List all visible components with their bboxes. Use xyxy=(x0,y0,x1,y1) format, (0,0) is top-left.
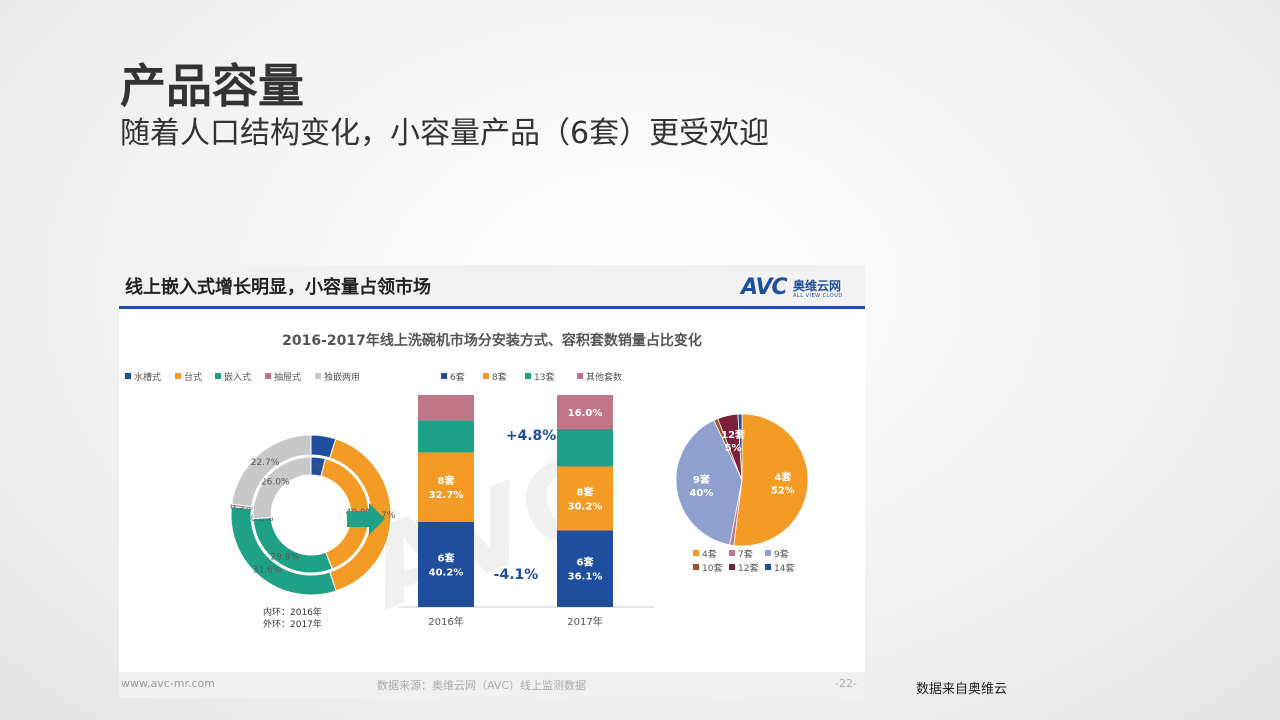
legend-label: 14套 xyxy=(774,562,794,574)
footer-url: www.avc-mr.com xyxy=(121,677,215,690)
logo-avc-text: AVC xyxy=(741,275,788,300)
legend-swatch xyxy=(693,564,699,570)
bar-segment xyxy=(557,395,613,429)
source-note: 数据来自奥维云 xyxy=(916,682,1008,697)
x-tick-label: 2017年 xyxy=(567,615,602,628)
pie-label-name: 4套 xyxy=(774,471,792,484)
bar-segment xyxy=(418,420,474,453)
bar-label: 36.1% xyxy=(568,572,603,583)
pie-label-name: 12套 xyxy=(721,428,746,441)
legend-label: 水槽式 xyxy=(134,371,161,383)
legend-swatch xyxy=(729,564,735,570)
panel-footer: www.avc-mr.com 数据来源：奥维云网（AVC）线上监测数据 -22- xyxy=(119,672,865,698)
pie-label-pct: 52% xyxy=(771,486,795,497)
bar-label: 16.0% xyxy=(568,408,603,419)
x-tick-label: 2016年 xyxy=(428,615,463,628)
legend-label: 台式 xyxy=(184,371,202,383)
pie-slice xyxy=(737,413,743,481)
legend-swatch xyxy=(765,564,771,570)
legend-swatch xyxy=(265,373,271,379)
bar-segment xyxy=(418,395,474,421)
donut-label: 0.5% xyxy=(230,503,253,513)
pie-slice xyxy=(675,419,743,546)
legend-label: 7套 xyxy=(738,548,753,560)
legend-label: 8套 xyxy=(492,371,507,383)
legend-swatch xyxy=(125,373,131,379)
footer-source: 数据来源：奥维云网（AVC）线上监测数据 xyxy=(377,679,587,692)
donut-segment xyxy=(231,434,312,508)
ring-note: 外环：2017年 xyxy=(263,618,322,630)
bar-label: 8套 xyxy=(577,485,595,498)
legend-swatch xyxy=(693,550,699,556)
legend-label: 独嵌两用 xyxy=(324,371,360,383)
legend-swatch xyxy=(441,373,447,379)
donut-chart: 水槽式台式嵌入式抽屉式独嵌两用4.0%40.0%29.9%0.0%26.0%39… xyxy=(125,371,396,630)
chart-title: 2016-2017年线上洗碗机市场分安装方式、容积套数销量占比变化 xyxy=(282,332,702,349)
bar-segment xyxy=(557,466,613,531)
legend-swatch xyxy=(315,373,321,379)
bar-label: 30.2% xyxy=(568,501,603,512)
bar-label: 32.7% xyxy=(429,490,464,501)
legend-swatch xyxy=(215,373,221,379)
legend-label: 9套 xyxy=(774,548,789,560)
legend-label: 其他套数 xyxy=(586,371,622,383)
footer-page: -22- xyxy=(835,677,857,690)
arrow-shape xyxy=(347,503,385,535)
bar-label: 8套 xyxy=(438,474,456,487)
logo-en-text: ALL VIEW CLOUD xyxy=(793,293,843,299)
slide-title: 产品容量 xyxy=(120,59,304,113)
bar-label: 6套 xyxy=(438,551,456,564)
pie-label-pct: 5% xyxy=(725,443,742,454)
donut-label: 31.6% xyxy=(253,565,282,575)
logo-cn-text: 奥维云网 xyxy=(793,279,842,293)
donut-label: 4.0% xyxy=(306,462,329,472)
legend-swatch xyxy=(525,373,531,379)
legend-swatch xyxy=(483,373,489,379)
legend-label: 4套 xyxy=(702,548,717,560)
pie-label-name: 9套 xyxy=(693,473,711,486)
slide-subtitle: 随着人口结构变化，小容量产品（6套）更受欢迎 xyxy=(120,116,770,151)
donut-segment xyxy=(252,456,312,520)
bar-segment xyxy=(557,530,613,607)
legend-swatch xyxy=(577,373,583,379)
legend-label: 抽屉式 xyxy=(274,371,301,383)
bar-segment xyxy=(418,452,474,522)
chart-canvas: AVC 2016-2017年线上洗碗机市场分安装方式、容积套数销量占比变化 水槽… xyxy=(125,332,809,634)
bar-segment xyxy=(557,428,613,467)
annotation-increase: +4.8% xyxy=(506,428,557,444)
stacked-bar-chart: 6套 8套 13套 其他套数 6套 40.2% 8套 32.7% 2016年 6套 36.1% 8套 3… xyxy=(399,371,655,628)
legend-label: 嵌入式 xyxy=(224,371,251,383)
legend-swatch xyxy=(175,373,181,379)
bar-label: 40.2% xyxy=(429,567,464,578)
annotation-decrease: -4.1% xyxy=(494,567,539,583)
legend-label: 10套 xyxy=(702,562,722,574)
chart-panel: 线上嵌入式增长明显，小容量占领市场 AVC 奥维云网 ALL VIEW CLOU… xyxy=(119,265,865,698)
bar-segment xyxy=(418,521,474,607)
pie-slice xyxy=(733,413,809,547)
legend-swatch xyxy=(765,550,771,556)
legend-label: 13套 xyxy=(534,371,554,383)
donut-label: 0.0% xyxy=(251,514,274,524)
panel-header: 线上嵌入式增长明显，小容量占领市场 AVC 奥维云网 ALL VIEW CLOU… xyxy=(119,265,865,309)
legend-swatch xyxy=(729,550,735,556)
donut-label: 29.9% xyxy=(270,552,299,562)
flow-arrow-icon xyxy=(347,503,385,535)
donut-label: 22.7% xyxy=(251,458,280,468)
donut-label: 26.0% xyxy=(261,477,290,487)
avc-logo: AVC 奥维云网 ALL VIEW CLOUD xyxy=(741,275,861,305)
panel-heading: 线上嵌入式增长明显，小容量占领市场 xyxy=(125,277,431,298)
legend-label: 12套 xyxy=(738,562,758,574)
pie-label-pct: 40% xyxy=(689,488,713,499)
bar-label: 6套 xyxy=(577,556,595,569)
legend-label: 6套 xyxy=(450,371,465,383)
ring-note: 内环：2016年 xyxy=(263,606,322,618)
pie-chart: 4套 52% 9套 40% 12套 5% 4套 7套 9套 10套 12套 14套 xyxy=(675,413,809,574)
